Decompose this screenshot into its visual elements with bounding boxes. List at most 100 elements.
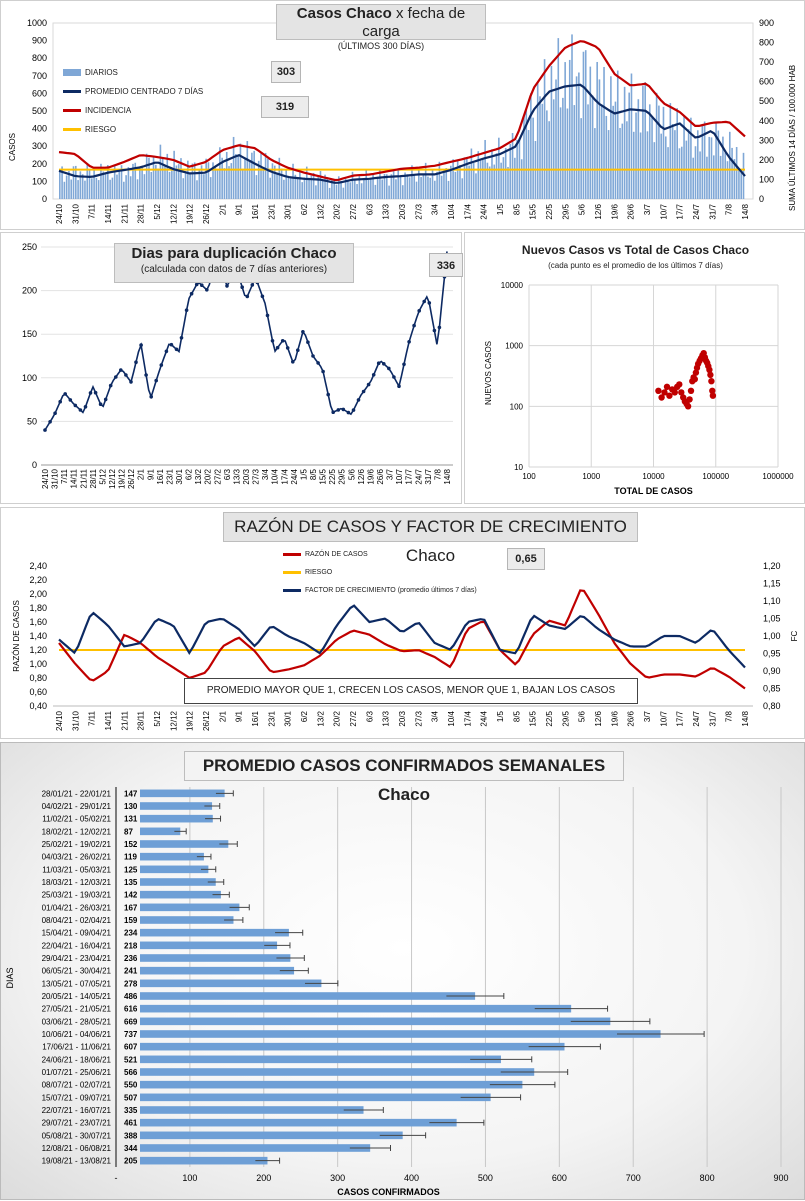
bar-diarios: [580, 118, 582, 199]
chart-title: Nuevos Casos vs Total de Casos Chaco: [521, 243, 750, 257]
point-dias: [427, 301, 432, 305]
bar-diarios: [113, 164, 116, 199]
y-tick-label: 2,40: [29, 561, 47, 571]
x-tick-label: 26/12: [202, 710, 211, 731]
bar-diarios: [159, 144, 162, 199]
bar-diarios: [239, 143, 242, 199]
category-label: 05/08/21 - 30/07/21: [42, 1131, 112, 1140]
scatter-point: [706, 366, 713, 373]
category-label: 08/04/21 - 02/04/21: [42, 916, 112, 925]
point-dias: [88, 391, 93, 395]
legend-label: RAZÓN DE CASOS: [305, 550, 368, 558]
x-tick-label: 6/3: [223, 468, 232, 480]
bar-diarios: [557, 38, 560, 199]
scatter-point: [709, 392, 717, 399]
legend-label: RIESGO: [305, 568, 333, 576]
point-dias: [78, 408, 83, 412]
bar-diarios: [694, 146, 697, 199]
y2-tick-label: 700: [759, 57, 774, 67]
point-dias: [124, 373, 128, 377]
x-tick-label: 29/5: [561, 710, 570, 726]
category-label: 13/05/21 - 07/05/21: [42, 979, 112, 988]
bar-diarios: [123, 181, 125, 199]
bar-diarios: [372, 174, 374, 199]
data-label: 236: [124, 954, 138, 963]
bar-diarios: [278, 157, 281, 199]
bar-diarios: [488, 166, 491, 199]
bar-diarios: [294, 174, 297, 199]
point-dias: [189, 291, 194, 296]
x-tick-label: 14/11: [104, 710, 113, 730]
bar-diarios: [539, 96, 541, 199]
chart-razon-factor: 0,40 0,60 0,80 1,00 1,20 1,40 1,60 1,80 2,00 2,20…: [12, 561, 799, 731]
x-tick-label: 20/3: [398, 203, 407, 219]
x-tick-label: 17/4: [463, 710, 472, 726]
bar-diarios: [347, 181, 349, 199]
point-dias: [184, 308, 189, 312]
bar-diarios: [642, 85, 644, 199]
bar-diarios: [648, 104, 651, 199]
category-label: 27/05/21 - 21/05/21: [42, 1005, 112, 1014]
bar-diarios: [525, 108, 528, 199]
x-tick-label: 23/1: [165, 468, 174, 484]
x-tick-label: 28/11: [137, 203, 146, 223]
bar-diarios: [164, 165, 166, 199]
category-label: 11/03/21 - 05/03/21: [42, 865, 111, 874]
data-label: 147: [124, 789, 138, 798]
category-label: 11/02/21 - 05/02/21: [42, 815, 111, 824]
bar-diarios: [262, 167, 265, 199]
x-tick-label: 21/11: [79, 468, 88, 488]
bar-value: [140, 1042, 565, 1051]
point-dias: [164, 349, 169, 354]
scatter-point: [661, 389, 668, 396]
point-dias: [43, 428, 47, 432]
y-axis-label: RAZÓN DE CASOS: [12, 600, 21, 672]
data-label: 278: [124, 979, 138, 988]
point-dias: [119, 368, 123, 372]
bar-diarios: [486, 162, 489, 199]
point-dias: [260, 294, 265, 299]
x-tick-label: 24/7: [692, 710, 701, 726]
y-tick-label: 1,60: [29, 617, 47, 627]
chart-title-box: Dias para duplicación Chaco (calculada c…: [114, 243, 354, 283]
y-tick-label: 0: [32, 460, 37, 470]
bar-diarios: [296, 178, 299, 199]
bar-diarios: [374, 184, 377, 199]
category-label: 15/07/21 - 09/07/21: [42, 1093, 112, 1102]
scatter-point: [686, 396, 693, 403]
bar-diarios: [315, 185, 317, 199]
bar-diarios: [664, 136, 667, 199]
data-label: 234: [124, 929, 138, 938]
x-tick-label: 600: [552, 1173, 567, 1183]
bar-diarios: [155, 164, 157, 199]
point-dias: [265, 313, 270, 318]
point-dias: [48, 420, 52, 424]
bar-diarios: [198, 169, 201, 199]
point-dias: [73, 403, 78, 408]
bar-value: [140, 954, 291, 962]
bar-diarios: [468, 165, 470, 199]
y-axis-label: DIAS: [5, 967, 15, 988]
x-tick-label: 300: [330, 1173, 345, 1183]
x-tick-label: 24/10: [55, 203, 64, 224]
x-tick-label: 1/5: [496, 710, 505, 722]
y-tick-label: 2,20: [29, 575, 47, 585]
bar-diarios: [731, 147, 733, 199]
bar-diarios: [125, 175, 127, 199]
bar-value: [140, 890, 221, 899]
point-dias: [63, 392, 67, 396]
bar-diarios: [404, 172, 406, 199]
point-dias: [412, 323, 416, 328]
bar-diarios: [475, 173, 477, 199]
bar-diarios: [104, 173, 107, 199]
chart-title-box: PROMEDIO CASOS CONFIRMADOS SEMANALES Cha…: [184, 751, 624, 804]
point-dias: [306, 340, 310, 344]
bar-diarios: [253, 150, 255, 199]
bar-diarios: [562, 97, 564, 199]
bar-diarios: [399, 175, 402, 199]
bar-diarios: [271, 163, 274, 199]
bar-diarios: [150, 171, 153, 199]
bar-diarios: [182, 178, 185, 199]
point-dias: [316, 361, 320, 365]
x-tick-label: 20/3: [398, 710, 407, 726]
